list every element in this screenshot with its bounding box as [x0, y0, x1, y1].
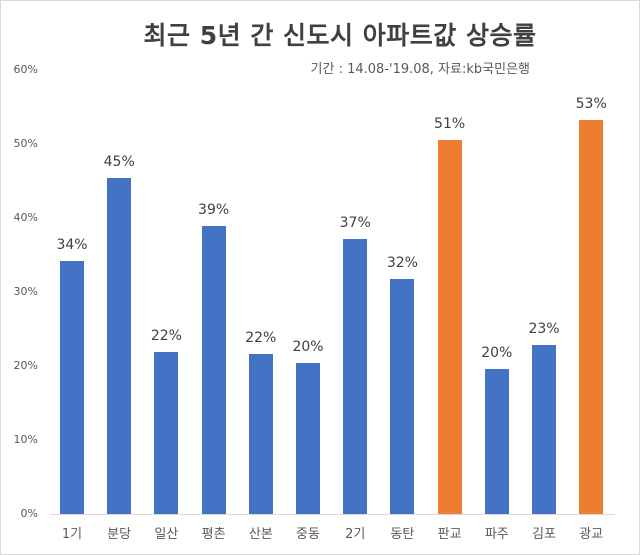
- bar-data-label: 22%: [245, 330, 277, 347]
- x-tick-label: 중동: [296, 527, 320, 542]
- bar-data-label: 32%: [386, 255, 418, 272]
- x-tick-label: 일산: [154, 527, 179, 542]
- bar-data-label: 22%: [150, 327, 182, 344]
- bar: [390, 279, 415, 514]
- bar: [484, 368, 509, 514]
- bar: [107, 178, 132, 514]
- x-tick-label: 분당: [107, 527, 132, 542]
- bar-data-label: 37%: [339, 215, 371, 232]
- bar: [343, 239, 368, 514]
- bar: [437, 139, 462, 514]
- x-axis-line: [50, 514, 615, 515]
- bar-data-label: 20%: [481, 344, 513, 361]
- x-tick-label: 동탄: [390, 527, 415, 542]
- x-tick-label: 1기: [61, 527, 83, 542]
- x-tick-label: 판교: [437, 527, 462, 542]
- x-tick-label: 산본: [248, 527, 273, 542]
- bar: [248, 354, 273, 514]
- bar: [532, 344, 556, 514]
- x-tick-label: 평촌: [201, 527, 226, 542]
- x-tick-label: 김포: [532, 527, 556, 542]
- bar-data-label: 51%: [434, 115, 466, 132]
- bar-data-label: 34%: [56, 236, 88, 253]
- bar-data-label: 45%: [103, 154, 135, 171]
- y-tick-label: 30%: [13, 285, 38, 298]
- bar: [154, 351, 179, 514]
- y-tick-label: 10%: [13, 433, 38, 446]
- x-tick-label: 2기: [345, 527, 366, 542]
- y-tick-label: 0%: [20, 507, 38, 520]
- bar: [296, 363, 320, 514]
- bar: [201, 226, 226, 514]
- chart-subtitle: 기간 : 14.08-'19.08, 자료:kb국민은행: [310, 62, 530, 77]
- y-tick-label: 60%: [13, 63, 38, 76]
- y-tick-label: 40%: [13, 211, 38, 224]
- chart-title: 최근 5년 간 신도시 아파트값 상승률: [143, 21, 537, 50]
- bar-data-label: 53%: [575, 95, 607, 112]
- bar: [60, 260, 84, 514]
- y-tick-label: 50%: [13, 137, 38, 150]
- x-tick-label: 광교: [579, 527, 604, 542]
- bar-data-label: 23%: [528, 320, 560, 337]
- bar: [579, 119, 604, 514]
- x-tick-label: 파주: [484, 527, 509, 542]
- y-tick-label: 20%: [13, 359, 38, 372]
- bar-data-label: 20%: [292, 339, 324, 356]
- bar-data-label: 39%: [198, 202, 230, 219]
